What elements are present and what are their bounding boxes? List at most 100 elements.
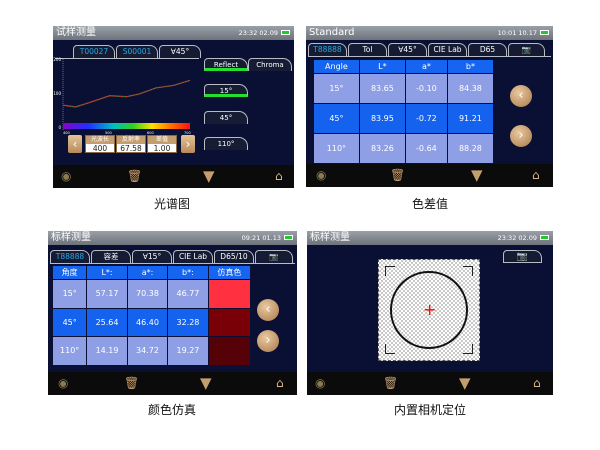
dropdown-triangle-icon[interactable]: ▼ xyxy=(200,374,212,392)
trash-icon[interactable]: 🗑 xyxy=(383,376,399,390)
dropdown-triangle-icon[interactable]: ▼ xyxy=(471,166,483,184)
title-bar: 试样测量 23:32 02.09 xyxy=(53,26,294,40)
angle-15-button[interactable]: 15° xyxy=(204,84,248,97)
battery-icon xyxy=(540,30,549,35)
header-cell: L* xyxy=(358,59,406,74)
color-simulation-screen: 标样测量 09:21 01.13 T88888 容差 ∀15° CIE Lab D65/1… xyxy=(48,231,297,395)
tab-3[interactable]: CIE Lab xyxy=(173,250,213,263)
next-button[interactable]: › xyxy=(257,330,279,352)
reflectance-curve xyxy=(62,79,191,108)
caption-color-difference: 色差值 xyxy=(411,197,448,211)
camera-tab-icon[interactable]: 📷 xyxy=(255,250,293,263)
tab-sample[interactable]: T00027 xyxy=(73,45,115,58)
difference-field: 差值 1.00 xyxy=(147,135,177,153)
dropdown-triangle-icon[interactable]: ▼ xyxy=(203,167,215,185)
title-bar: 标样测量 09:21 01.13 xyxy=(48,231,297,245)
caption-spectrum: 光谱图 xyxy=(153,197,190,211)
clock: 10:01 10.17 xyxy=(497,29,537,37)
x-tick: 700 xyxy=(184,131,191,135)
tab-2[interactable]: ∀15° xyxy=(132,250,172,263)
x-tick: 500 xyxy=(105,131,112,135)
table-cell: 15° xyxy=(313,73,360,104)
screen-title: 标样测量 xyxy=(310,232,350,243)
tab-divider xyxy=(50,263,295,264)
table-cell: 88.28 xyxy=(446,133,495,164)
table-cell: 83.65 xyxy=(358,73,406,104)
dropdown-triangle-icon[interactable]: ▼ xyxy=(459,374,471,392)
tab-4[interactable]: D65/10 xyxy=(214,250,254,263)
aperture-circle xyxy=(390,271,468,349)
header-cell: L*: xyxy=(86,265,128,280)
camera-positioning-screen: 标样测量 23:32 02.09 📷 + ◉ 🗑 ▼ ⌂ xyxy=(307,231,553,395)
tab-standard[interactable]: S00001 xyxy=(116,45,158,58)
table-cell: 45° xyxy=(313,103,360,134)
table-cell: 25.64 xyxy=(86,307,128,337)
home-icon[interactable]: ⌂ xyxy=(532,168,540,182)
home-icon[interactable]: ⌂ xyxy=(533,376,541,390)
y-tick: 0 xyxy=(58,125,61,130)
table-cell: 46.40 xyxy=(126,307,169,337)
table-cell: 57.17 xyxy=(86,279,128,309)
trash-icon[interactable]: 🗑 xyxy=(390,168,406,182)
battery-icon xyxy=(281,30,290,35)
caption-camera-positioning: 内置相机定位 xyxy=(393,403,466,417)
title-bar: Standard 10:01 10.17 xyxy=(306,26,553,40)
table-cell: -0.10 xyxy=(404,73,448,104)
title-bar: 标样测量 23:32 02.09 xyxy=(307,231,553,245)
table-cell: 14.19 xyxy=(86,336,128,366)
color-swatch xyxy=(207,279,252,309)
tab-1[interactable]: 容差 xyxy=(91,250,131,263)
camera-tab-icon[interactable]: 📷 xyxy=(508,43,545,56)
table-header: Angle L* a* b* xyxy=(313,59,495,74)
header-cell: 角度 xyxy=(51,265,88,280)
reflect-tab[interactable]: Reflect xyxy=(204,58,248,71)
measure-icon[interactable]: ◉ xyxy=(58,376,69,390)
home-icon[interactable]: ⌂ xyxy=(276,376,284,390)
trash-icon[interactable]: 🗑 xyxy=(127,169,143,183)
next-wavelength-button[interactable]: › xyxy=(181,135,195,153)
table-cell: 84.38 xyxy=(446,73,495,104)
visible-spectrum-bar xyxy=(63,123,190,129)
table-row: 110° 83.26 -0.64 88.28 xyxy=(313,133,495,164)
prev-button[interactable]: ‹ xyxy=(257,299,279,321)
angle-110-button[interactable]: 110° xyxy=(204,137,248,150)
tab-1[interactable]: Tol xyxy=(348,43,387,56)
color-swatch xyxy=(207,336,252,366)
trash-icon[interactable]: 🗑 xyxy=(124,376,140,390)
table-row: 15° 57.17 70.38 46.77 xyxy=(51,279,252,309)
chroma-tab[interactable]: Chroma xyxy=(248,58,292,71)
y-tick: 100 xyxy=(53,91,61,96)
measure-icon[interactable]: ◉ xyxy=(315,376,326,390)
battery-icon xyxy=(284,235,293,240)
caption-color-simulation: 颜色仿真 xyxy=(147,403,196,417)
camera-preview: + xyxy=(378,259,480,361)
tab-0[interactable]: T88888 xyxy=(308,43,347,56)
tab-3[interactable]: CIE Lab xyxy=(428,43,467,56)
prev-wavelength-button[interactable]: ‹ xyxy=(68,135,82,153)
tab-0[interactable]: T88888 xyxy=(50,250,90,263)
bottom-bar: ◉ 🗑 ▼ ⌂ xyxy=(307,372,553,395)
prev-button[interactable]: ‹ xyxy=(510,85,532,107)
spectrum-screen: 试样测量 23:32 02.09 T00027 S00001 ∀45° Refle… xyxy=(53,26,294,188)
tab-divider xyxy=(308,56,551,57)
header-cell: b* xyxy=(446,59,495,74)
tab-4[interactable]: D65 xyxy=(468,43,507,56)
table-cell: 91.21 xyxy=(446,103,495,134)
table-cell: 34.72 xyxy=(126,336,169,366)
table-row: 15° 83.65 -0.10 84.38 xyxy=(313,73,495,104)
tab-2[interactable]: ∀45° xyxy=(388,43,427,56)
measure-icon[interactable]: ◉ xyxy=(316,168,327,182)
table-cell: 19.27 xyxy=(167,336,209,366)
table-cell: 83.26 xyxy=(358,133,406,164)
camera-button[interactable]: 📷 xyxy=(503,250,542,263)
header-cell: Angle xyxy=(313,59,360,74)
table-cell: 110° xyxy=(51,336,88,366)
home-icon[interactable]: ⌂ xyxy=(275,169,283,183)
reflectance-field: 反射率 67.58 xyxy=(116,135,146,153)
tab-angle[interactable]: ∀45° xyxy=(159,45,201,58)
measure-icon[interactable]: ◉ xyxy=(61,169,72,183)
angle-45-button[interactable]: 45° xyxy=(204,111,248,124)
y-tick: 200 xyxy=(53,57,61,62)
bottom-bar: ◉ 🗑 ▼ ⌂ xyxy=(53,165,294,188)
next-button[interactable]: › xyxy=(510,125,532,147)
